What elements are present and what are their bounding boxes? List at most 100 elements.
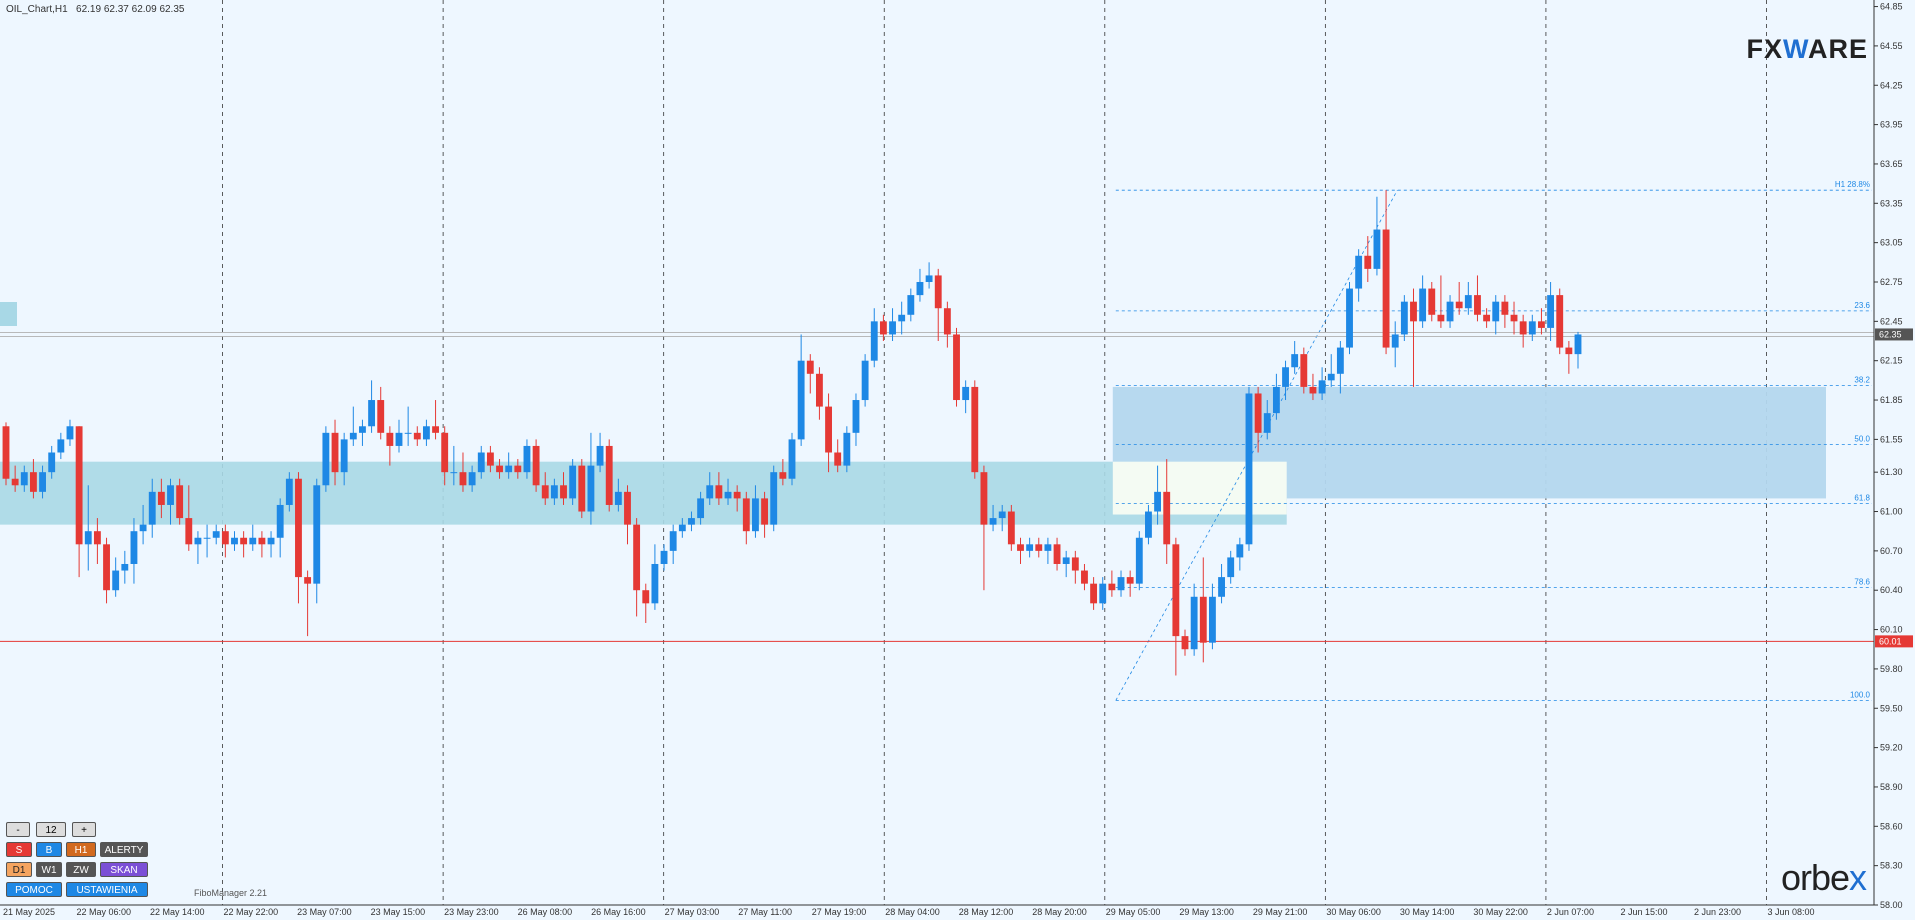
candle-body [642,590,650,604]
time-tick-label: 22 May 14:00 [150,907,205,917]
candle-body [1282,367,1289,387]
candle-body [678,524,686,532]
time-tick-label: 23 May 15:00 [371,907,426,917]
candle-body [267,537,275,545]
candle-body [313,485,321,584]
candle-body [1410,301,1417,322]
price-tick-label: 59.80 [1880,664,1903,674]
fxware-logo: FXWARE [1746,34,1868,65]
plus-button[interactable]: + [72,822,96,837]
time-tick-label: 27 May 19:00 [812,907,867,917]
candle-body [441,432,449,473]
candle-body [413,432,421,440]
price-tick-label: 59.20 [1880,743,1903,753]
candle-body [1227,557,1235,578]
candle-body [477,452,485,473]
candle-body [203,537,211,539]
buy-button[interactable]: B [36,842,62,857]
price-tick-label: 60.10 [1880,625,1903,635]
candle-body [1519,321,1527,335]
candle-body [1181,636,1189,650]
d1-button[interactable]: D1 [6,862,32,877]
minus-button[interactable]: - [6,822,30,837]
candle-body [578,465,586,512]
zw-button[interactable]: ZW [66,862,96,877]
w1-button[interactable]: W1 [36,862,62,877]
candle-body [221,531,229,545]
candle-body [1346,288,1353,348]
candle-body [989,518,997,525]
sell-button[interactable]: S [6,842,32,857]
candle-body [761,498,769,525]
price-axis: 64.85 64.55 64.25 63.95 63.65 63.35 63.05 62.75… [1873,0,1913,910]
candle-body [1446,301,1454,322]
h1-button[interactable]: H1 [66,842,96,857]
orbex-logo: orbex [1781,857,1867,899]
candle-body [340,439,348,473]
candle-body [980,472,988,525]
candle-body [943,308,951,335]
period-field[interactable]: 12 [36,822,66,837]
price-tick-label: 63.65 [1880,159,1903,169]
candle-body [788,439,796,479]
candle-body [1044,544,1052,551]
candle-body [1154,491,1162,512]
time-tick-label: 22 May 06:00 [77,907,132,917]
price-tick-label: 61.85 [1880,395,1903,405]
candle-body [148,491,156,525]
candle-body [560,485,567,499]
price-tick-label: 58.00 [1880,900,1903,910]
candle-body [916,281,924,296]
last-price-tag: 62.35 [1879,329,1902,339]
price-tick-label: 63.05 [1880,238,1903,248]
candle-body [176,485,184,519]
candle-body [815,373,823,407]
candle-body [103,544,110,591]
fib-label: 78.6 [1854,578,1870,587]
candle-body [404,432,412,434]
candle-body [752,498,759,532]
candle-body [669,531,677,551]
price-tick-label: 61.30 [1880,467,1903,477]
candle-body [285,478,293,505]
time-tick-label: 29 May 21:00 [1253,907,1308,917]
support-zone [0,461,1287,525]
candle-body [505,465,513,473]
time-tick-label: 2 Jun 07:00 [1547,907,1594,917]
price-tick-label: 64.85 [1880,2,1903,12]
time-tick-label: 30 May 14:00 [1400,907,1455,917]
candle-body [733,491,741,499]
alerts-button[interactable]: ALERTY [100,842,148,857]
settings-button[interactable]: USTAWIENIA [66,882,148,897]
time-axis: 21 May 2025 22 May 06:00 22 May 14:00 22 Ma… [0,904,1874,917]
candle-body [998,511,1006,519]
candle-body [121,563,129,571]
fib-label: H1 28.8% [1835,180,1870,189]
candle-body [395,432,403,446]
candle-body [1419,288,1427,322]
candle-body [1373,229,1381,269]
candle-body [39,472,46,492]
help-button[interactable]: POMOC [6,882,62,897]
price-tick-label: 64.25 [1880,80,1903,90]
candle-body [1071,557,1079,571]
candles [2,190,1582,676]
scan-button[interactable]: SKAN [100,862,148,877]
candle-body [688,518,695,525]
logo-part: W [1782,34,1808,64]
last-price-tag-bg [1875,328,1913,341]
candle-body [185,518,193,545]
candle-body [806,360,814,374]
candle-body [1547,295,1555,328]
candle-body [1081,570,1088,584]
candle-body [139,524,147,532]
candle-body [1556,295,1564,348]
candle-body [532,445,540,486]
candle-body [66,426,74,440]
candle-body [1355,255,1363,289]
candle-body [907,295,915,315]
candle-body [825,406,832,453]
time-tick-label: 27 May 11:00 [738,907,792,917]
candle-body [2,426,10,479]
